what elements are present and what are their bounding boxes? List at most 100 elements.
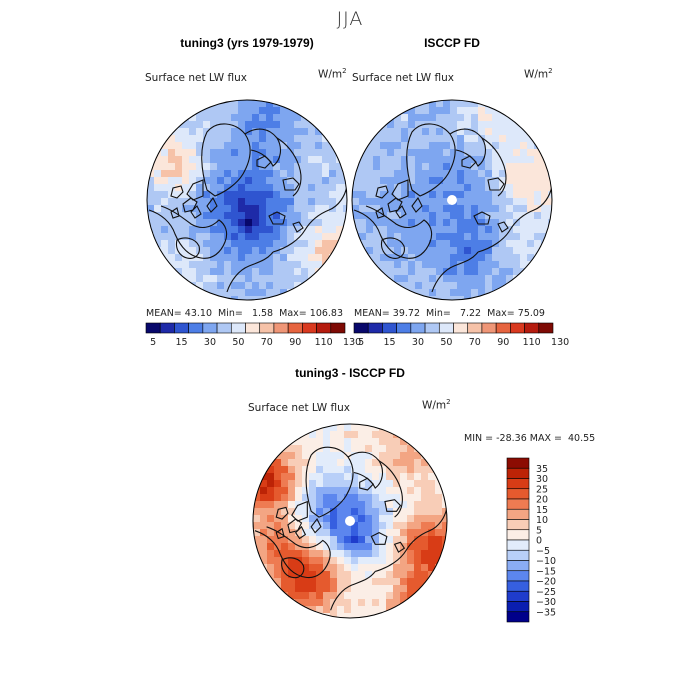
- panel-2-cell: [534, 170, 542, 178]
- panel-1-cell: [189, 205, 197, 213]
- panel-1-cell: [287, 247, 295, 255]
- panel-2-cell: [408, 268, 416, 276]
- panel-1-cell: [238, 275, 246, 283]
- panel-3-cell: [281, 585, 289, 593]
- panel-2-cell: [534, 163, 542, 171]
- panel-3-cell: [400, 459, 408, 467]
- panel-2-cell: [499, 296, 507, 300]
- panel-1-cell: [154, 268, 162, 276]
- panel-1-cell: [238, 233, 246, 241]
- panel-1-cell: [203, 198, 211, 206]
- panel-2-cell: [443, 254, 451, 262]
- panel-3-colorbar-tick: 25: [536, 484, 548, 495]
- panel-3-cell: [372, 452, 380, 460]
- panel-1-cell: [294, 205, 302, 213]
- panel-1-cell: [329, 240, 337, 248]
- panel-2-cell: [506, 240, 514, 248]
- panel-3-cell: [337, 487, 345, 495]
- panel-3-cell: [421, 445, 429, 453]
- panel-2-cell: [366, 226, 374, 234]
- panel-2-colorbar-swatch: [524, 322, 540, 334]
- panel-3-cell: [274, 501, 282, 509]
- panel-2-cell: [520, 275, 528, 283]
- panel-2-cell: [527, 198, 535, 206]
- panel-2-colorbar: 5 15 30 50 70 90 110 130: [353, 322, 569, 348]
- panel-3-cell: [337, 557, 345, 565]
- panel-2-cell: [394, 156, 402, 164]
- panel-1-cell: [196, 100, 204, 108]
- panel-3-cell: [260, 480, 268, 488]
- panel-2-cell: [499, 149, 507, 157]
- panel-2-cell: [443, 261, 451, 269]
- panel-3-colorbar-swatch: [506, 570, 530, 582]
- panel-1-cell: [168, 254, 176, 262]
- panel-2-cell: [415, 107, 423, 115]
- panel-3-cell: [253, 473, 261, 481]
- panel-1-cell: [252, 100, 260, 108]
- panel-2-cell: [373, 261, 381, 269]
- panel-2-cell: [415, 261, 423, 269]
- panel-3-cell: [267, 529, 275, 537]
- panel-2-cell: [415, 296, 423, 300]
- panel-2-cell: [534, 240, 542, 248]
- panel-3-cell: [386, 494, 394, 502]
- panel-2-cell: [436, 282, 444, 290]
- panel-2-cell: [352, 107, 360, 115]
- panel-2-cell: [415, 177, 423, 185]
- panel-2-cell: [366, 198, 374, 206]
- panel-1-cell: [252, 254, 260, 262]
- panel-1-cell: [203, 219, 211, 227]
- panel-1-cell: [238, 184, 246, 192]
- panel-3-colorbar-swatch: [506, 549, 530, 561]
- panel-3-cell: [393, 466, 401, 474]
- panel-1-cell: [322, 233, 330, 241]
- panel-1-cell: [266, 114, 274, 122]
- panel-1-cell: [273, 233, 281, 241]
- panel-1-colorbar-swatch: [259, 322, 275, 334]
- panel-3-cell: [309, 431, 317, 439]
- panel-3-cell: [274, 599, 282, 607]
- panel-3-cell: [386, 424, 394, 432]
- panel-2-cell: [401, 142, 409, 150]
- panel-3-cell: [421, 508, 429, 516]
- panel-1-cell: [308, 296, 316, 300]
- panel-1-cell: [245, 121, 253, 129]
- panel-2-cell: [471, 100, 479, 108]
- panel-3-cell: [400, 438, 408, 446]
- panel-1-cell: [273, 282, 281, 290]
- panel-2-cell: [429, 240, 437, 248]
- panel-2-cell: [394, 261, 402, 269]
- panel-3-cell: [281, 543, 289, 551]
- panel-1-cell: [287, 226, 295, 234]
- panel-3-cell: [267, 431, 275, 439]
- panel-2-cell: [366, 184, 374, 192]
- panel-1-cell: [168, 100, 176, 108]
- panel-3-cell: [372, 473, 380, 481]
- panel-2-cell: [380, 233, 388, 241]
- panel-1-cell: [259, 289, 267, 297]
- panel-1-cell: [217, 177, 225, 185]
- panel-2-cell: [499, 128, 507, 136]
- panel-3-cell: [288, 424, 296, 432]
- panel-2-cell: [373, 247, 381, 255]
- panel-2-cell: [450, 233, 458, 241]
- panel-3-cell: [323, 571, 331, 579]
- panel-1-cell: [266, 100, 274, 108]
- panel-3-cell: [295, 473, 303, 481]
- panel-1-cell: [182, 100, 190, 108]
- panel-1-cell: [287, 149, 295, 157]
- panel-2-cell: [527, 170, 535, 178]
- panel-2-cell: [415, 156, 423, 164]
- panel-3-cell: [309, 508, 317, 516]
- panel-1-cell: [266, 282, 274, 290]
- panel-2-cell: [450, 205, 458, 213]
- panel-1-cell: [343, 282, 347, 290]
- panel-2-cell: [506, 268, 514, 276]
- panel-2-cell: [387, 226, 395, 234]
- panel-1-cell: [329, 149, 337, 157]
- panel-3-cell: [421, 613, 429, 618]
- panel-2-cell: [548, 261, 552, 269]
- panel-2-cell: [457, 114, 465, 122]
- panel-3-colorbar-tick: 30: [536, 474, 548, 485]
- panel-1-cell: [224, 184, 232, 192]
